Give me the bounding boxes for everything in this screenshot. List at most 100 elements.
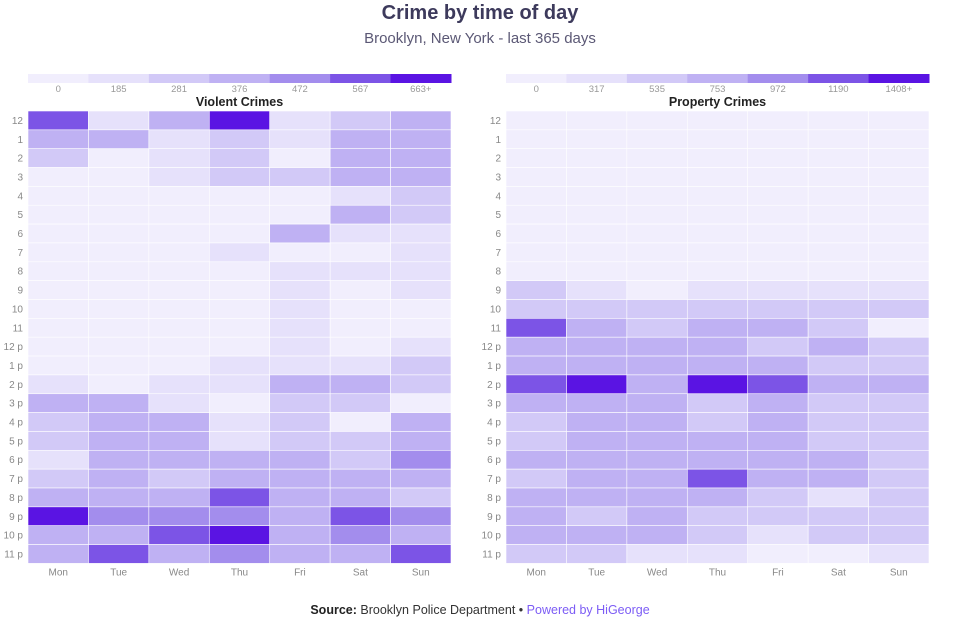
heatmap-cell — [626, 449, 688, 470]
heatmap-cell — [747, 431, 809, 451]
y-tick-label: 3 p — [487, 399, 501, 410]
heatmap-cell — [148, 355, 210, 376]
heatmap-cell — [747, 129, 809, 150]
heatmap-cell — [269, 242, 331, 263]
heatmap-cell — [807, 431, 869, 451]
legend-swatch — [390, 74, 452, 83]
heatmap-cell — [208, 280, 271, 300]
heatmap-cell — [269, 393, 331, 413]
heatmap-cell — [505, 318, 567, 338]
heatmap-cell — [329, 393, 391, 413]
heatmap-cell — [88, 280, 150, 300]
heatmap-cell — [626, 261, 688, 281]
page-title: Crime by time of day — [381, 2, 579, 24]
y-tick-label: 8 — [17, 267, 23, 278]
heatmap-cell — [148, 412, 210, 432]
heatmap-cell — [148, 431, 210, 451]
legend-label: 376 — [232, 84, 248, 95]
heatmap-cell — [329, 374, 391, 395]
heatmap-cell — [566, 280, 628, 300]
heatmap-cell — [390, 318, 452, 338]
heatmap-cell — [626, 129, 688, 150]
heatmap-cell — [208, 148, 271, 168]
heatmap-cell — [329, 261, 391, 281]
heatmap-cell — [566, 412, 628, 432]
source-text: Brooklyn Police Department — [360, 603, 516, 617]
heatmap-cell — [686, 280, 749, 300]
heatmap-cell — [27, 223, 89, 244]
heatmap-cell — [747, 544, 809, 564]
x-tick-label: Thu — [709, 567, 726, 578]
heatmap-cell — [505, 487, 567, 508]
heatmap-cell — [148, 544, 210, 564]
heatmap-cell — [626, 525, 688, 545]
heatmap-cell — [807, 110, 869, 131]
heatmap-cell — [27, 242, 89, 263]
heatmap-cell — [566, 525, 628, 545]
heatmap-cell — [686, 506, 749, 527]
heatmap-cell — [88, 299, 150, 319]
heatmap-cell — [27, 110, 89, 131]
heatmap-cell — [566, 449, 628, 470]
heatmap-cell — [329, 468, 391, 489]
heatmap-cell — [868, 393, 930, 413]
heatmap-cell — [505, 468, 567, 489]
heatmap-cell — [747, 242, 809, 263]
heatmap-cell — [390, 468, 452, 489]
heatmap-cell — [566, 431, 628, 451]
heatmap-cell — [148, 468, 210, 489]
heatmap-cell — [505, 148, 567, 168]
heatmap-cell — [208, 468, 271, 489]
heatmap-cell — [208, 393, 271, 413]
heatmap-cell — [208, 242, 271, 263]
heatmap-cell — [807, 242, 869, 263]
x-tick-label: Fri — [772, 567, 784, 578]
heatmap-cell — [868, 148, 930, 168]
heatmap-cell — [208, 167, 271, 187]
heatmap-cell — [269, 280, 331, 300]
heatmap-cell — [807, 336, 869, 357]
y-tick-label: 4 p — [9, 418, 23, 429]
heatmap-cell — [148, 148, 210, 168]
x-tick-label: Sat — [831, 567, 846, 578]
heatmap-cell — [505, 393, 567, 413]
heatmap-cell — [329, 167, 391, 187]
heatmap-cell — [208, 412, 271, 432]
heatmap-cell — [88, 148, 150, 168]
y-tick-label: 1 p — [487, 361, 501, 372]
heatmap-cell — [686, 449, 749, 470]
legend-label: 185 — [111, 84, 127, 95]
y-tick-label: 2 — [17, 154, 23, 165]
heatmap-cell — [269, 186, 331, 206]
powered-by-link[interactable]: Powered by HiGeorge — [526, 603, 650, 617]
heatmap-cell — [269, 129, 331, 150]
heatmap-cell — [747, 148, 809, 168]
legend-swatch — [868, 74, 930, 83]
y-tick-label: 1 — [495, 135, 501, 146]
heatmap-cell — [148, 374, 210, 395]
heatmap-cell — [269, 167, 331, 187]
heatmap-cell — [269, 336, 331, 357]
heatmap-cell — [868, 449, 930, 470]
heatmap-cell — [747, 299, 809, 319]
heatmap-cell — [807, 525, 869, 545]
heatmap-cell — [807, 318, 869, 338]
heatmap-cell — [686, 148, 749, 168]
heatmap-cell — [868, 223, 930, 244]
heatmap-cell — [390, 204, 452, 225]
legend-swatch — [747, 74, 809, 83]
y-tick-label: 6 p — [487, 455, 501, 466]
heatmap-cell — [208, 431, 271, 451]
heatmap-cell — [566, 299, 628, 319]
heatmap-cell — [88, 355, 150, 376]
heatmap-cell — [390, 167, 452, 187]
heatmap-cell — [148, 110, 210, 131]
legend-swatch — [148, 74, 210, 83]
heatmap-cell — [88, 506, 150, 527]
y-tick-label: 9 — [17, 286, 23, 297]
heatmap-cell — [686, 223, 749, 244]
heatmap-cell — [505, 204, 567, 225]
heatmap-cell — [505, 261, 567, 281]
heatmap-cell — [269, 412, 331, 432]
heatmap-cell — [148, 204, 210, 225]
